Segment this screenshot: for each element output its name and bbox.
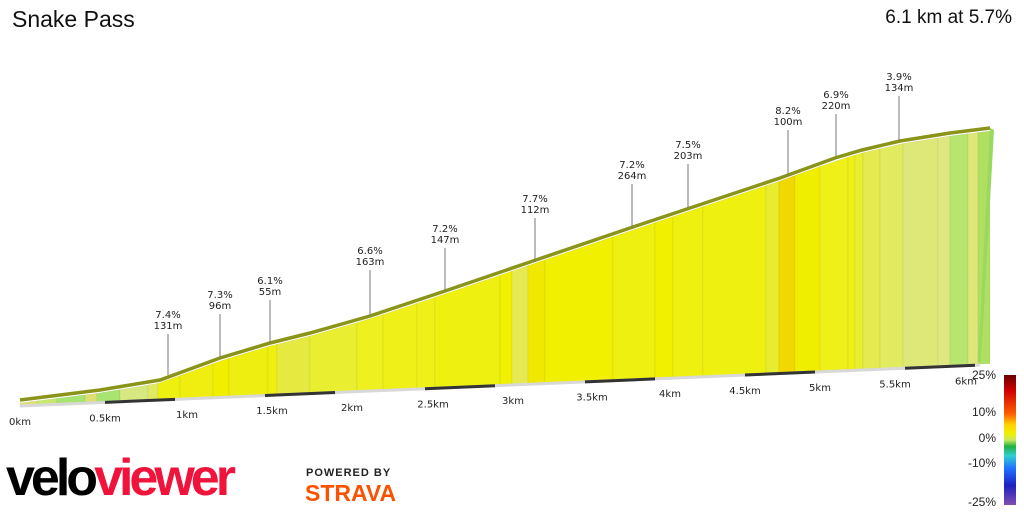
gradient-segment xyxy=(902,137,939,368)
x-tick-label: 0km xyxy=(9,417,31,428)
legend-label: 0% xyxy=(979,431,997,445)
gradient-segment xyxy=(382,302,418,390)
x-tick-label: 2.5km xyxy=(417,399,448,410)
gradient-segment xyxy=(499,270,513,385)
gradient-segment xyxy=(937,135,951,367)
legend-label: -25% xyxy=(968,495,996,509)
x-tick-label: 1.5km xyxy=(256,406,287,417)
gradient-segment xyxy=(778,175,796,373)
x-tick-label: 6km xyxy=(955,377,977,388)
gradient-segment xyxy=(267,343,278,395)
annotation-gradient: 7.4% xyxy=(155,310,180,321)
gradient-segment xyxy=(654,216,674,379)
annotation-gradient: 6.6% xyxy=(357,246,382,257)
gradient-segment xyxy=(84,393,98,403)
x-tick-label: 0.5km xyxy=(89,413,120,424)
gradient-segment xyxy=(765,180,780,374)
gradient-segment xyxy=(416,296,436,389)
gradient-segment xyxy=(276,335,311,395)
km-scale-dash xyxy=(904,363,976,370)
gradient-segment xyxy=(967,132,979,365)
km-scale-dash xyxy=(104,397,176,404)
profile-top-edge xyxy=(19,126,991,402)
gradient-segment xyxy=(702,185,767,377)
annotation-length: 134m xyxy=(885,83,914,94)
gradient-segment xyxy=(527,259,546,384)
segment-summary: 6.1 km at 5.7% xyxy=(885,7,1012,28)
gradient-segment xyxy=(147,382,159,400)
x-tick-label: 1km xyxy=(176,410,198,421)
annotation-gradient: 7.2% xyxy=(432,224,457,235)
gradient-segment xyxy=(179,363,214,399)
gradient-segment xyxy=(854,152,864,370)
gradient-segment xyxy=(819,156,849,372)
logo-velo: velo xyxy=(6,449,98,507)
annotation-gradient: 7.5% xyxy=(675,140,700,151)
veloviewer-logo: veloviewer xyxy=(6,449,236,507)
x-tick-label: 2km xyxy=(341,403,363,414)
annotation-length: 131m xyxy=(154,321,183,332)
gradient-segment xyxy=(847,154,856,370)
powered-by-label: POWERED BY xyxy=(306,467,392,479)
annotation-gradient: 7.3% xyxy=(207,290,232,301)
gradient-segment xyxy=(672,206,704,378)
annotation-gradient: 6.9% xyxy=(823,90,848,101)
annotation-length: 264m xyxy=(618,171,647,182)
profile-end-face xyxy=(978,128,994,363)
gradient-segment xyxy=(544,236,614,383)
annotation-length: 100m xyxy=(774,117,803,128)
annotation-length: 203m xyxy=(674,151,703,162)
annotation-gradient: 7.7% xyxy=(522,194,547,205)
gradient-segment xyxy=(511,265,529,385)
gradient-segment xyxy=(794,166,821,373)
logo-viewer: viewer xyxy=(94,449,236,507)
legend-label: -10% xyxy=(968,456,996,470)
annotation-length: 96m xyxy=(209,301,231,312)
km-scale-dash xyxy=(584,377,656,384)
legend-label: 25% xyxy=(972,368,996,382)
gradient-segment xyxy=(309,322,358,393)
x-tick-label: 5km xyxy=(809,383,831,394)
gradient-segment xyxy=(879,143,904,369)
gradient-segment xyxy=(612,222,656,380)
km-scale-dash xyxy=(424,384,496,391)
gradient-segment xyxy=(862,148,881,370)
annotation-length: 147m xyxy=(431,235,460,246)
x-tick-label: 4km xyxy=(659,389,681,400)
annotation-length: 55m xyxy=(259,287,281,298)
gradient-segment xyxy=(212,357,230,398)
annotation-gradient: 3.9% xyxy=(886,72,911,83)
segment-title: Snake Pass xyxy=(12,6,135,32)
annotation-length: 112m xyxy=(521,205,550,216)
km-scale-dash xyxy=(744,370,816,377)
annotation-length: 220m xyxy=(822,101,851,112)
gradient-color-legend xyxy=(1004,375,1016,505)
annotation-gradient: 6.1% xyxy=(257,276,282,287)
gradient-segment xyxy=(356,314,384,391)
annotation-gradient: 7.2% xyxy=(619,160,644,171)
legend-label: 10% xyxy=(972,405,996,419)
x-tick-label: 3.5km xyxy=(576,393,607,404)
km-scale-dash xyxy=(264,391,336,398)
x-tick-label: 5.5km xyxy=(879,380,910,391)
gradient-segment xyxy=(949,133,969,366)
baseline xyxy=(19,363,981,408)
x-tick-label: 4.5km xyxy=(729,386,760,397)
x-tick-label: 3km xyxy=(502,396,524,407)
annotation-length: 163m xyxy=(356,257,385,268)
annotation-gradient: 8.2% xyxy=(775,106,800,117)
strava-logo: STRAVA xyxy=(305,480,397,506)
